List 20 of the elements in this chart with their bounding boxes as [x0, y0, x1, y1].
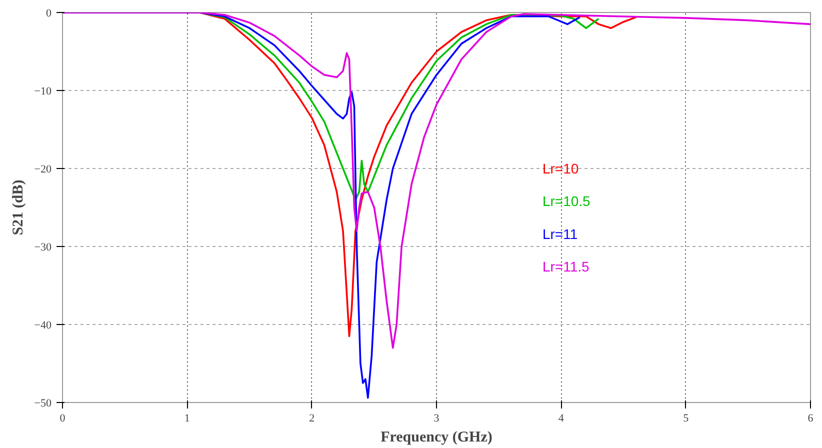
y-tick-label: −20: [34, 164, 52, 176]
y-axis-title: S21 (dB): [10, 180, 26, 236]
x-tick-label: 0: [60, 412, 66, 424]
x-tick-label: 6: [808, 412, 814, 424]
y-tick-label: −10: [34, 86, 52, 98]
text: Lr=10.5: [542, 193, 591, 210]
x-tick-label: 4: [558, 412, 564, 424]
text: Lr=11.5: [542, 258, 590, 275]
y-tick-label: −40: [34, 320, 52, 332]
x-axis-title: Frequency (GHz): [380, 430, 492, 446]
line-series: [62, 12, 810, 349]
x-tick-label: 3: [434, 412, 440, 424]
text: Lr=10: [542, 160, 579, 176]
x-tick-label: 5: [683, 412, 690, 424]
x-tick-label: 2: [309, 412, 315, 424]
y-tick-label: −50: [34, 398, 52, 410]
y-tick-label: 0: [46, 8, 52, 20]
x-tick-label: 1: [184, 412, 190, 424]
text: Lr=11: [542, 226, 578, 242]
y-tick-label: −30: [34, 242, 52, 254]
